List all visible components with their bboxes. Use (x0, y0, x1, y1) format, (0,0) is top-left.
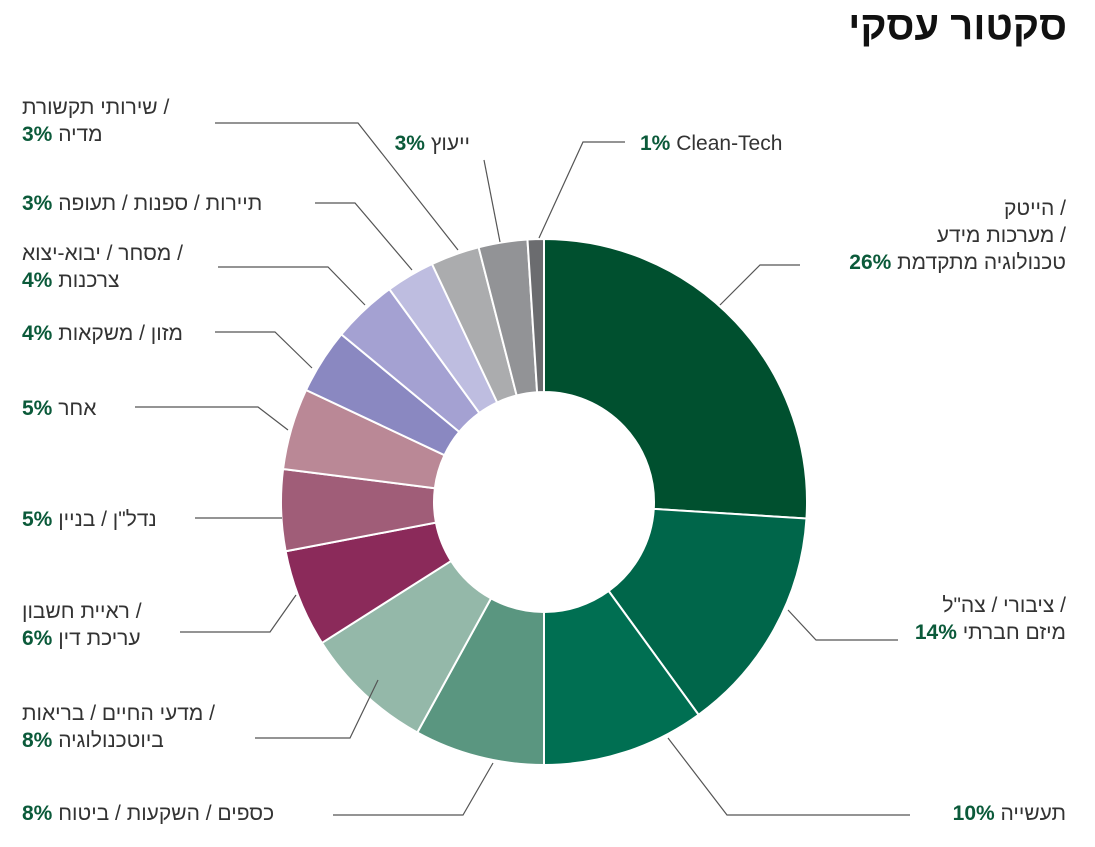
slice-label-3-line-0: 8% כספים / השקעות / ביטוח (22, 802, 274, 825)
leader-line-7 (135, 406, 289, 431)
leader-line-4 (255, 679, 379, 739)
slice-label-4-line-1: 8% ביוטכנולוגיה (22, 729, 164, 752)
slice-percent-3: 8% (22, 802, 53, 825)
slice-label-5-line-1: 6% עריכת דין (22, 627, 141, 650)
leader-line-5 (180, 594, 297, 633)
slice-label-text-3: כספים / השקעות / ביטוח (52, 802, 274, 825)
slice-label-10-line-0: 3% תיירות / ספנות / תעופה (22, 192, 262, 215)
slice-label-text-5: עריכת דין (52, 627, 140, 650)
slice-label-6-line-0: 5% נדל"ן / בניין (22, 508, 157, 531)
leader-line-3 (333, 762, 494, 816)
slice-label-text-1: מיזם חברתי (957, 621, 1066, 644)
chart-title: סקטור עסקי (848, 4, 1067, 48)
slice-label-1-line-0: ציבורי / צה"ל / (942, 594, 1066, 617)
slice-label-12-line-0: 3% ייעוץ (395, 132, 470, 155)
slice-percent-4: 8% (22, 729, 53, 752)
slice-percent-1: 14% (915, 621, 957, 644)
slice-label-text-9: צרכנות (52, 269, 119, 292)
slice-label-text-4: ביוטכנולוגיה (52, 729, 163, 752)
slice-label-0-line-2: 26% טכנולוגיה מתקדמת (849, 251, 1066, 274)
slice-percent-0: 26% (849, 251, 891, 274)
slice-label-11-line-1: 3% מדיה (22, 123, 103, 146)
slice-percent-11: 3% (22, 123, 53, 146)
slice-percent-7: 5% (22, 397, 53, 420)
slice-label-text-8: מזון / משקאות (52, 322, 183, 345)
slice-label-11-line-0: שירותי תקשורת / (22, 96, 169, 119)
leader-line-12 (483, 159, 501, 243)
slice-label-9-line-0: מסחר / יבוא-יצוא / (22, 242, 183, 265)
slice-percent-12: 3% (395, 132, 426, 155)
slice-label-7-line-0: 5% אחר (22, 397, 96, 420)
slice-label-text-11: מדיה (52, 123, 102, 146)
leader-line-11 (215, 122, 459, 251)
slice-label-text-7: אחר (52, 397, 96, 420)
donut-slice-13 (526, 237, 545, 394)
slice-label-5-line-0: ראיית חשבון / (22, 600, 142, 623)
slice-label-13-line-0: 1% Clean-Tech (640, 132, 782, 155)
slice-percent-10: 3% (22, 192, 53, 215)
slice-percent-13: 1% (640, 132, 671, 155)
leader-line-9 (218, 266, 366, 306)
slice-label-text-6: נדל"ן / בניין (52, 508, 156, 531)
slice-percent-5: 6% (22, 627, 53, 650)
slice-label-text-10: תיירות / ספנות / תעופה (52, 192, 262, 215)
donut-slice-2 (543, 589, 700, 767)
slice-label-0-line-1: מערכות מידע / (937, 224, 1066, 247)
slice-label-2-line-0: 10% תעשייה (953, 802, 1066, 825)
slice-label-text-12: ייעוץ (425, 132, 470, 155)
leader-line-13 (538, 141, 625, 239)
slice-percent-6: 5% (22, 508, 53, 531)
labels-group: הייטק / מערכות מידע / 26% טכנולוגיה מתקדמת… (22, 96, 1066, 825)
slice-label-0-line-0: הייטק / (1004, 197, 1066, 220)
leader-line-1 (787, 609, 898, 641)
slice-label-1-line-1: 14% מיזם חברתי (915, 621, 1066, 644)
donut-slice-0 (543, 237, 808, 520)
donut-slice-1 (607, 507, 808, 717)
leader-line-0 (719, 264, 800, 306)
leader-lines-group (135, 122, 910, 816)
slice-percent-9: 4% (22, 269, 53, 292)
slice-label-8-line-0: 4% מזון / משקאות (22, 322, 183, 345)
leader-line-10 (315, 202, 413, 271)
leader-line-2 (667, 737, 910, 816)
slice-label-text-13: Clean-Tech (670, 132, 782, 155)
slice-label-9-line-1: 4% צרכנות (22, 269, 119, 292)
slice-label-text-0: טכנולוגיה מתקדמת (891, 251, 1066, 274)
slice-label-text-2: תעשייה (995, 802, 1066, 825)
slice-percent-2: 10% (953, 802, 995, 825)
leader-line-8 (215, 331, 313, 369)
slice-label-4-line-0: מדעי החיים / בריאות / (22, 702, 215, 725)
slices-group (280, 237, 808, 767)
slice-percent-8: 4% (22, 322, 53, 345)
